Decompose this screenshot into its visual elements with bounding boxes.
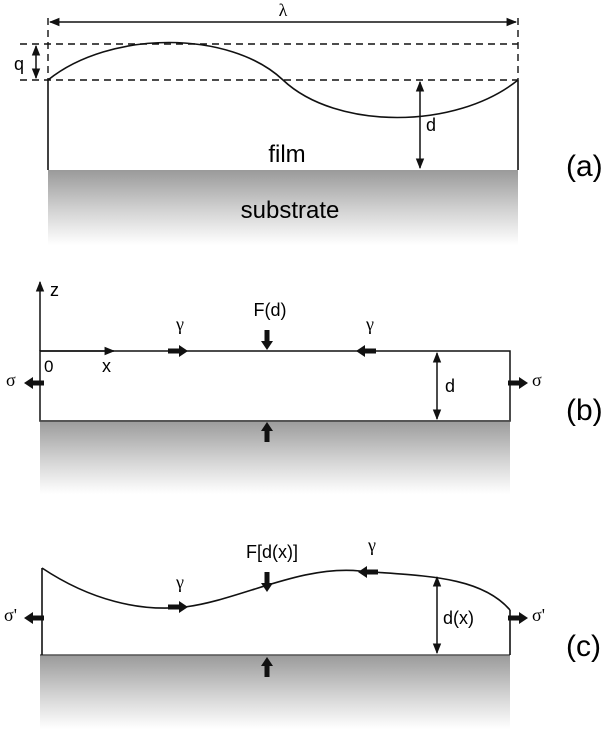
origin-label: 0 xyxy=(44,357,53,376)
force-label-b: F(d) xyxy=(254,300,287,320)
thickness-label-a: d xyxy=(426,115,436,135)
sigma-right-label-c: σ' xyxy=(532,605,545,625)
gamma-right-arrow-c xyxy=(358,566,378,578)
sigma-right-arrow-b xyxy=(508,377,528,389)
thickness-label-b: d xyxy=(445,376,455,396)
panel-c: γ γ F[d(x)] σ' σ' d(x) (c) xyxy=(4,535,601,729)
substrate-a xyxy=(48,170,518,245)
sigma-left-label-c: σ' xyxy=(4,605,17,625)
z-axis-label: z xyxy=(50,280,59,300)
gamma-right-arrow-b xyxy=(356,345,376,357)
substrate-label: substrate xyxy=(241,197,340,224)
panel-c-tag: (c) xyxy=(566,630,601,663)
force-label-c: F[d(x)] xyxy=(246,542,298,562)
gamma-left-arrow-c xyxy=(168,601,188,613)
gamma-right-label-b: γ xyxy=(365,314,374,334)
sigma-right-arrow-c xyxy=(508,612,528,624)
sigma-left-arrow-c xyxy=(24,612,44,624)
gamma-right-label-c: γ xyxy=(367,535,376,555)
panel-a-tag: (a) xyxy=(566,150,603,183)
gamma-left-label-b: γ xyxy=(175,314,184,334)
force-down-arrow-b xyxy=(261,330,273,350)
panel-b-tag: (b) xyxy=(566,394,603,427)
substrate-b xyxy=(40,420,510,494)
substrate-c xyxy=(40,655,510,729)
sinusoidal-surface xyxy=(47,41,519,119)
sigma-left-arrow-b xyxy=(24,377,44,389)
sigma-right-label-b: σ xyxy=(532,370,542,390)
gamma-left-label-c: γ xyxy=(175,572,184,592)
sigma-left-label-b: σ xyxy=(6,370,16,390)
undulating-surface xyxy=(41,567,511,611)
panel-a: λ q d film substrate (a) xyxy=(14,0,603,245)
gamma-left-arrow-b xyxy=(168,345,188,357)
film-label: film xyxy=(268,141,305,168)
amplitude-label: q xyxy=(14,54,24,74)
force-down-arrow-c xyxy=(261,572,273,592)
thickness-label-c: d(x) xyxy=(443,608,474,628)
wavelength-label: λ xyxy=(279,0,288,20)
x-axis-label: x xyxy=(102,356,111,376)
panel-b: z x 0 γ γ F(d) σ σ d (b) xyxy=(6,280,603,494)
